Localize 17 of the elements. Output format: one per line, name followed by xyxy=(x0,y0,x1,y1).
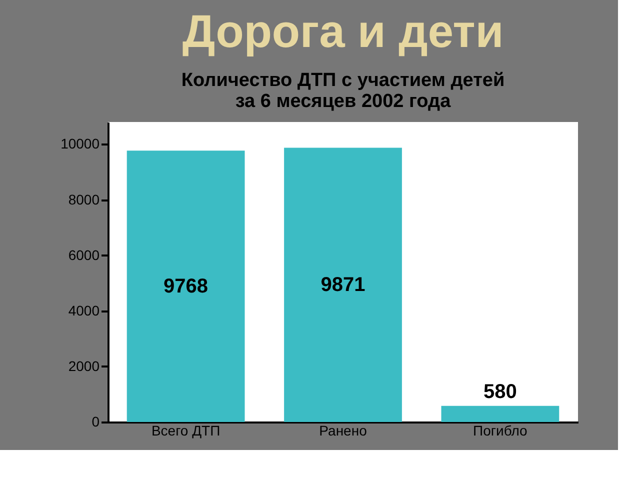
chart-title: Дорога и дети xyxy=(182,5,504,57)
bar xyxy=(284,148,402,422)
y-tick-label: 4000 xyxy=(68,302,100,318)
data-label: 9768 xyxy=(164,275,208,298)
bar xyxy=(126,150,245,422)
y-tick-label: 8000 xyxy=(68,191,100,208)
chart-subtitle: Количество ДТП с участием детей за 6 месяцев 2002 года xyxy=(181,70,505,112)
x-tick-label: Ранено xyxy=(319,422,368,438)
data-label: 580 xyxy=(484,380,517,403)
y-tick-label: 10000 xyxy=(60,136,100,152)
bar xyxy=(441,406,560,422)
y-tick-label: 6000 xyxy=(68,246,100,263)
data-label: 9871 xyxy=(320,274,366,296)
x-tick-label: Всего ДТП xyxy=(151,422,220,438)
y-tick-label: 2000 xyxy=(68,358,100,374)
y-tick-label: 0 xyxy=(92,414,100,430)
x-tick-label: Погибло xyxy=(473,422,528,438)
